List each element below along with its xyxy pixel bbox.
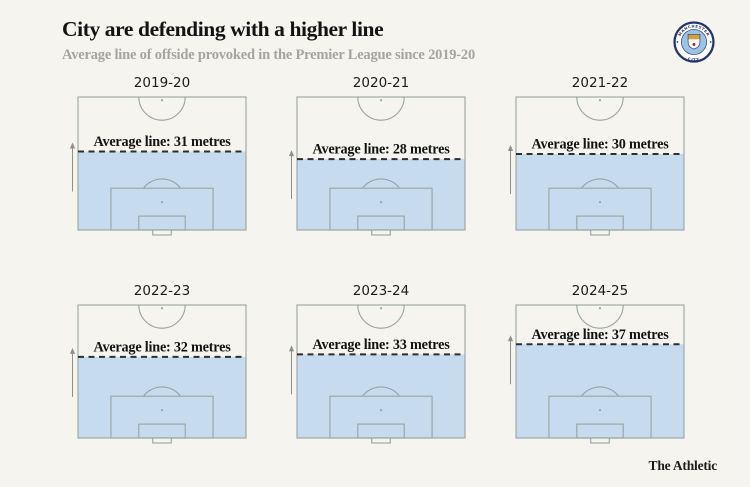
average-line-label: Average line: 33 metres [312,337,450,353]
arrow-up-icon [288,150,295,157]
half-pitch-chart: Average line: 31 metres [69,96,247,236]
goal [371,437,391,444]
arrow-up-icon [69,142,76,149]
centre-spot [598,307,602,310]
season-label: 2021-22 [571,75,629,92]
centre-circle [357,305,405,329]
average-line-label: Average line: 28 metres [312,142,450,158]
pitch-panel: 2019-20 Average line: 31 metres [62,73,252,245]
man-city-crest-icon: MANCHESTER CITY [673,21,715,63]
penalty-arc [143,386,181,397]
arrow-up-icon [507,145,514,152]
arrow-up-icon [69,348,76,355]
half-pitch-chart: Average line: 30 metres [507,96,685,236]
goal [152,229,172,236]
header: City are defending with a higher line Av… [0,0,750,64]
season-label: 2022-23 [133,283,191,300]
shaded-area [78,357,246,439]
season-label: 2019-20 [133,75,191,92]
ship-icon [688,34,700,40]
crest-right-dot [709,41,712,43]
half-pitch-chart: Average line: 28 metres [288,96,466,236]
average-line-label: Average line: 31 metres [93,134,231,150]
half-pitch-chart: Average line: 33 metres [288,304,466,444]
crest-left-dot [676,41,679,43]
penalty-arc [362,178,400,189]
penalty-spot [160,409,164,412]
centre-circle [576,97,624,121]
penalty-spot [160,201,164,204]
average-line-label: Average line: 32 metres [93,340,231,356]
goal [152,437,172,444]
arrow-up-icon [288,345,295,352]
rose-icon [692,43,696,46]
centre-spot [160,99,164,102]
crest-bottom-text: CITY [687,57,700,62]
arrow-up-icon [507,335,514,342]
shaded-area [78,151,246,231]
season-label: 2024-25 [571,283,629,300]
penalty-arc [581,178,619,189]
goal [590,229,610,236]
average-line-label: Average line: 30 metres [531,137,669,153]
centre-spot [598,99,602,102]
penalty-arc [143,178,181,189]
pitch-panel: 2024-25 Average line: 37 metres [500,281,690,453]
shaded-area [516,154,684,231]
penalty-spot [379,409,383,412]
penalty-arc [581,386,619,397]
pitch-panel: 2023-24 Average line: 33 metres [281,281,471,453]
page-title: City are defending with a higher line [62,17,384,41]
centre-circle [357,97,405,121]
penalty-spot [598,409,602,412]
centre-spot [160,307,164,310]
shaded-area [297,159,465,231]
average-line-label: Average line: 37 metres [531,327,669,343]
half-pitch-chart: Average line: 32 metres [69,304,247,444]
page-subtitle: Average line of offside provoked in the … [62,46,476,63]
half-pitch-chart: Average line: 37 metres [507,304,685,444]
penalty-spot [379,201,383,204]
pitch-grid: 2019-20 Average line: 31 metres 2020-21 Ave… [62,73,750,453]
penalty-arc [362,386,400,397]
centre-circle [138,97,186,121]
pitch-panel: 2022-23 Average line: 32 metres [62,281,252,453]
season-label: 2020-21 [352,75,410,92]
centre-spot [379,307,383,310]
pitch-panel: 2020-21 Average line: 28 metres [281,73,471,245]
season-label: 2023-24 [352,283,410,300]
centre-circle [138,305,186,329]
goal [371,229,391,236]
goal [590,437,610,444]
athletic-brand: The Athletic [648,458,718,473]
penalty-spot [598,201,602,204]
centre-spot [379,99,383,102]
centre-circle [576,305,624,329]
pitch-panel: 2021-22 Average line: 30 metres [500,73,690,245]
shaded-area [516,344,684,439]
